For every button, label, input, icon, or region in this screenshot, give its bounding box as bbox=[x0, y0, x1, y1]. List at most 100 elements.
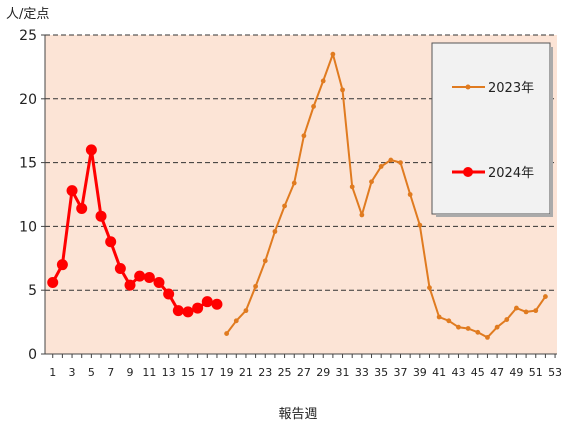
x-tick-label-53: 53 bbox=[548, 366, 562, 379]
data-point-0-w37 bbox=[398, 160, 403, 166]
x-tick-label-31: 31 bbox=[336, 366, 350, 379]
x-ticks: 1 3 5 7 9 11 13 15 17 19 21 23 25 27 29 31 33 35 37 39 41 43 4… bbox=[49, 354, 562, 379]
x-tick-label-15: 15 bbox=[181, 366, 195, 379]
y-tick-label-10: 10 bbox=[19, 219, 37, 235]
data-point-0-w23 bbox=[262, 258, 268, 264]
x-tick-label-51: 51 bbox=[529, 366, 543, 379]
data-point-0-w51 bbox=[533, 308, 539, 314]
data-point-0-w48 bbox=[504, 317, 510, 322]
data-point-0-w42 bbox=[446, 318, 452, 324]
data-point-0-w46 bbox=[485, 335, 490, 340]
data-point-0-w40 bbox=[427, 285, 432, 291]
legend-shadow bbox=[550, 47, 553, 217]
x-tick-label-13: 13 bbox=[162, 366, 176, 379]
y-ticks: 0 5 10 15 20 25 bbox=[19, 28, 45, 363]
data-point-0-w26 bbox=[291, 180, 297, 186]
x-tick-label-7: 7 bbox=[107, 366, 114, 379]
x-tick-label-35: 35 bbox=[374, 366, 388, 379]
y-axis-title: 人/定点 bbox=[6, 7, 49, 22]
data-point-0-w21 bbox=[243, 308, 249, 314]
data-point-0-w22 bbox=[253, 283, 258, 289]
data-point-1-w10 bbox=[134, 270, 146, 282]
data-point-0-w52 bbox=[543, 294, 548, 299]
y-tick-label-25: 25 bbox=[19, 28, 37, 44]
x-tick-label-11: 11 bbox=[142, 366, 156, 379]
x-tick-label-47: 47 bbox=[490, 366, 504, 379]
x-tick-label-49: 49 bbox=[509, 366, 523, 379]
data-point-0-w45 bbox=[475, 329, 481, 335]
data-point-0-w39 bbox=[417, 222, 423, 228]
data-point-0-w19 bbox=[224, 331, 230, 336]
data-point-0-w30 bbox=[330, 51, 336, 57]
legend-label-2023: 2023年 bbox=[488, 81, 534, 96]
x-axis-title: 報告週 bbox=[278, 407, 317, 422]
data-point-1-w18 bbox=[211, 298, 223, 310]
data-point-0-w28 bbox=[311, 104, 316, 109]
y-tick-label-15: 15 bbox=[19, 156, 37, 172]
x-tick-label-9: 9 bbox=[127, 366, 134, 379]
data-point-0-w25 bbox=[282, 203, 287, 209]
y-tick-label-0: 0 bbox=[28, 347, 37, 363]
x-tick-label-41: 41 bbox=[432, 366, 446, 379]
x-tick-label-43: 43 bbox=[451, 366, 465, 379]
data-point-1-w14 bbox=[172, 305, 184, 317]
data-point-0-w31 bbox=[340, 87, 345, 93]
data-point-1-w13 bbox=[163, 288, 175, 300]
x-tick-label-17: 17 bbox=[200, 366, 214, 379]
x-tick-label-19: 19 bbox=[220, 366, 234, 379]
data-point-0-w33 bbox=[359, 212, 365, 218]
data-point-0-w29 bbox=[320, 78, 326, 84]
data-point-0-w43 bbox=[456, 324, 461, 330]
data-point-0-w47 bbox=[494, 324, 500, 330]
legend-item-2024: 2024年 bbox=[452, 166, 534, 181]
data-point-0-w50 bbox=[523, 309, 529, 315]
x-tick-label-25: 25 bbox=[278, 366, 292, 379]
data-point-0-w35 bbox=[378, 164, 384, 169]
data-point-1-w17 bbox=[201, 296, 213, 308]
data-point-1-w5 bbox=[85, 144, 97, 156]
x-tick-label-27: 27 bbox=[297, 366, 311, 379]
legend: 2023年 2024年 bbox=[431, 42, 553, 217]
data-point-1-w11 bbox=[143, 271, 155, 283]
legend-item-2023: 2023年 bbox=[452, 81, 534, 96]
data-point-0-w41 bbox=[436, 314, 442, 320]
data-point-1-w12 bbox=[153, 277, 165, 289]
data-point-0-w24 bbox=[272, 229, 278, 234]
data-point-1-w3 bbox=[66, 185, 78, 197]
y-tick-label-5: 5 bbox=[28, 283, 37, 299]
legend-label-2024: 2024年 bbox=[488, 166, 534, 181]
x-tick-label-21: 21 bbox=[239, 366, 253, 379]
legend-marker-2024 bbox=[463, 167, 473, 177]
data-point-0-w38 bbox=[407, 192, 413, 197]
x-tick-label-23: 23 bbox=[258, 366, 272, 379]
series-line-0 bbox=[225, 53, 547, 339]
data-point-0-w32 bbox=[349, 184, 355, 190]
x-tick-label-39: 39 bbox=[413, 366, 427, 379]
data-point-1-w15 bbox=[182, 306, 194, 318]
data-point-1-w2 bbox=[56, 259, 68, 271]
x-tick-label-45: 45 bbox=[471, 366, 485, 379]
data-point-0-w44 bbox=[465, 326, 471, 331]
data-point-1-w8 bbox=[114, 263, 126, 275]
data-point-0-w49 bbox=[514, 305, 519, 311]
data-point-0-w36 bbox=[388, 157, 394, 163]
data-point-1-w9 bbox=[124, 279, 136, 291]
x-tick-label-1: 1 bbox=[49, 366, 56, 379]
data-point-1-w7 bbox=[105, 236, 117, 248]
legend-shadow-bottom bbox=[436, 214, 553, 217]
data-point-1-w4 bbox=[76, 203, 88, 215]
data-point-0-w20 bbox=[233, 318, 239, 324]
y-tick-label-20: 20 bbox=[19, 92, 37, 108]
x-tick-label-29: 29 bbox=[316, 366, 330, 379]
data-point-1-w6 bbox=[95, 210, 107, 222]
x-tick-label-33: 33 bbox=[355, 366, 369, 379]
x-tick-label-37: 37 bbox=[394, 366, 408, 379]
data-point-0-w34 bbox=[369, 179, 374, 185]
legend-marker-2023 bbox=[465, 84, 471, 90]
legend-box bbox=[431, 42, 551, 215]
x-tick-label-3: 3 bbox=[69, 366, 76, 379]
x-tick-label-5: 5 bbox=[88, 366, 95, 379]
data-point-1-w1 bbox=[47, 277, 59, 289]
series-2023年 bbox=[224, 51, 548, 340]
